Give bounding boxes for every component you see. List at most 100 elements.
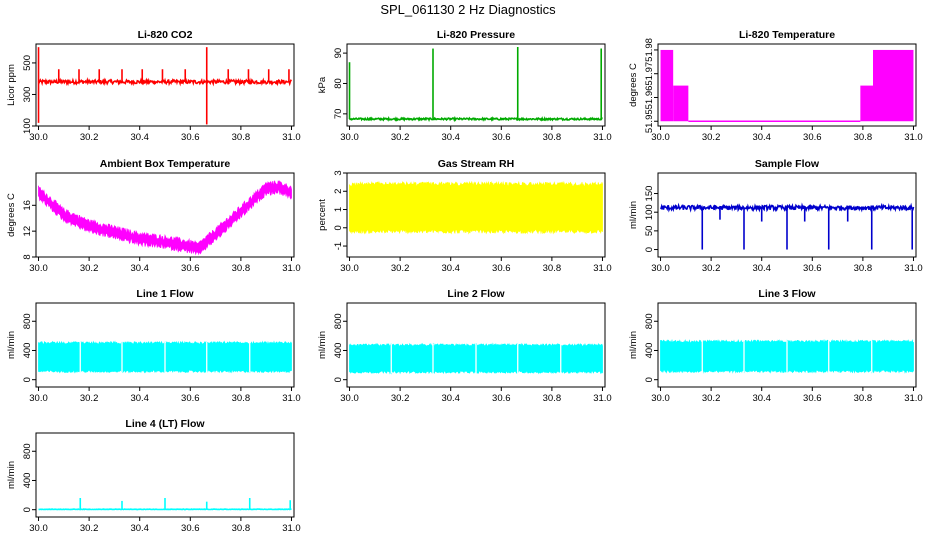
series [660,338,914,374]
plot-frame [657,43,917,127]
y-tick-label: 0 [22,377,33,382]
y-tick-label: 90 [333,48,344,59]
y-axis-label: ml/min [6,331,17,359]
y-axis-label: ml/min [628,331,639,359]
plot-frame [657,172,917,258]
plot-frame [35,172,295,258]
panel-6: Sample Flow 30.0 30.2 30.4 30.6 30.8 31.0 0 50 10… [628,158,923,274]
x-tick-label: 30.6 [181,132,200,143]
series-line [37,77,293,87]
x-tick-label: 30.2 [702,393,721,404]
panel-9: Line 3 Flow 30.0 30.2 30.4 30.6 30.8 31.0 0 400 8… [628,288,923,404]
y-tick-label: 0 [333,225,344,230]
x-tick-label: 30.6 [181,523,200,534]
x-tick-label: 30.8 [232,132,251,143]
series [38,180,292,256]
x-tick-label: 30.0 [651,263,670,274]
x-tick-label: 30.4 [130,393,149,404]
y-tick-label: 51.95 [644,109,655,133]
y-tick-label: 0 [644,247,655,252]
x-tick-label: 31.0 [593,132,612,143]
panel-title: Line 4 (LT) Flow [125,418,205,430]
x-tick-label: 30.0 [29,132,48,143]
y-tick-label: 51.98 [644,38,655,62]
x-tick-label: 30.0 [29,523,48,534]
x-tick-label: 30.2 [80,132,99,143]
series-band [673,85,689,122]
x-tick-label: 30.6 [492,132,511,143]
series-band [38,180,292,256]
panel-10: Line 4 (LT) Flow 30.0 30.2 30.4 30.6 30.8 31.0… [6,418,301,534]
panel-3: Li-820 Temperature 30.0 30.2 30.4 30.6 30.8 31… [628,29,923,143]
plot-frame [346,302,606,388]
series [348,47,603,123]
y-tick-label: 150 [644,186,655,202]
series [349,342,603,375]
panel-title: Sample Flow [755,158,820,170]
x-tick-label: 30.6 [492,393,511,404]
series [349,180,603,235]
x-tick-label: 30.8 [543,132,562,143]
series [659,202,915,250]
x-tick-label: 30.4 [752,263,771,274]
x-tick-label: 31.0 [282,393,301,404]
plot-frame [35,302,295,388]
y-tick-label: 3 [333,170,344,175]
panel-4: Ambient Box Temperature 30.0 30.2 30.4 30.6 3… [6,158,301,274]
panel-title: Line 2 Flow [447,288,505,300]
x-tick-label: 31.0 [593,263,612,274]
y-tick-label: 400 [333,343,344,359]
x-tick-label: 30.4 [130,263,149,274]
y-tick-label: 70 [333,109,344,120]
series-band [873,49,914,122]
y-tick-label: 8 [22,254,33,259]
series [660,49,914,122]
x-tick-label: 31.0 [904,132,923,143]
y-tick-label: 800 [333,313,344,329]
y-tick-label: 400 [22,473,33,489]
y-axis-label: ml/min [6,461,17,489]
x-tick-label: 30.4 [752,393,771,404]
y-tick-label: 100 [644,204,655,220]
x-tick-label: 30.8 [854,393,873,404]
plot-frame [657,302,917,388]
x-tick-label: 30.8 [854,132,873,143]
panel-title: Li-820 Pressure [437,29,515,41]
x-tick-label: 31.0 [904,393,923,404]
panel-title: Li-820 Temperature [739,29,835,41]
y-tick-label: 51.96 [644,86,655,110]
x-tick-label: 30.4 [130,523,149,534]
x-tick-label: 31.0 [282,263,301,274]
y-tick-label: 50 [644,226,655,237]
y-axis-label: percent [317,199,328,231]
x-tick-label: 30.6 [803,393,822,404]
panel-8: Line 2 Flow 30.0 30.2 30.4 30.6 30.8 31.0 0 400 8… [317,288,612,404]
x-tick-label: 30.2 [80,523,99,534]
x-tick-label: 30.0 [651,393,670,404]
x-tick-label: 31.0 [282,132,301,143]
page-title: SPL_061130 2 Hz Diagnostics [380,2,556,17]
plot-frame [346,172,606,258]
y-tick-label: 2 [333,189,344,194]
x-tick-label: 30.0 [340,393,359,404]
panel-2: Li-820 Pressure 30.0 30.2 30.4 30.6 30.8 31.0 7… [317,29,612,143]
x-tick-label: 30.6 [181,263,200,274]
y-tick-label: 800 [644,313,655,329]
series-line [348,115,603,123]
panel-7: Line 1 Flow 30.0 30.2 30.4 30.6 30.8 31.0 0 400 8… [6,288,301,404]
y-tick-label: 800 [22,313,33,329]
y-tick-label: 1 [333,207,344,212]
x-tick-label: 30.8 [543,393,562,404]
x-tick-label: 30.8 [232,523,251,534]
series-band [860,85,873,122]
y-tick-label: 12 [22,226,33,237]
y-tick-label: 400 [644,343,655,359]
panel-title: Li-820 CO2 [138,29,193,41]
y-tick-label: 80 [333,78,344,89]
y-tick-label: 16 [22,200,33,211]
x-tick-label: 31.0 [904,263,923,274]
panel-1: Li-820 CO2 30.0 30.2 30.4 30.6 30.8 31.0 100 300… [6,29,301,143]
x-tick-label: 30.6 [803,132,822,143]
y-axis-label: degrees C [628,63,639,107]
